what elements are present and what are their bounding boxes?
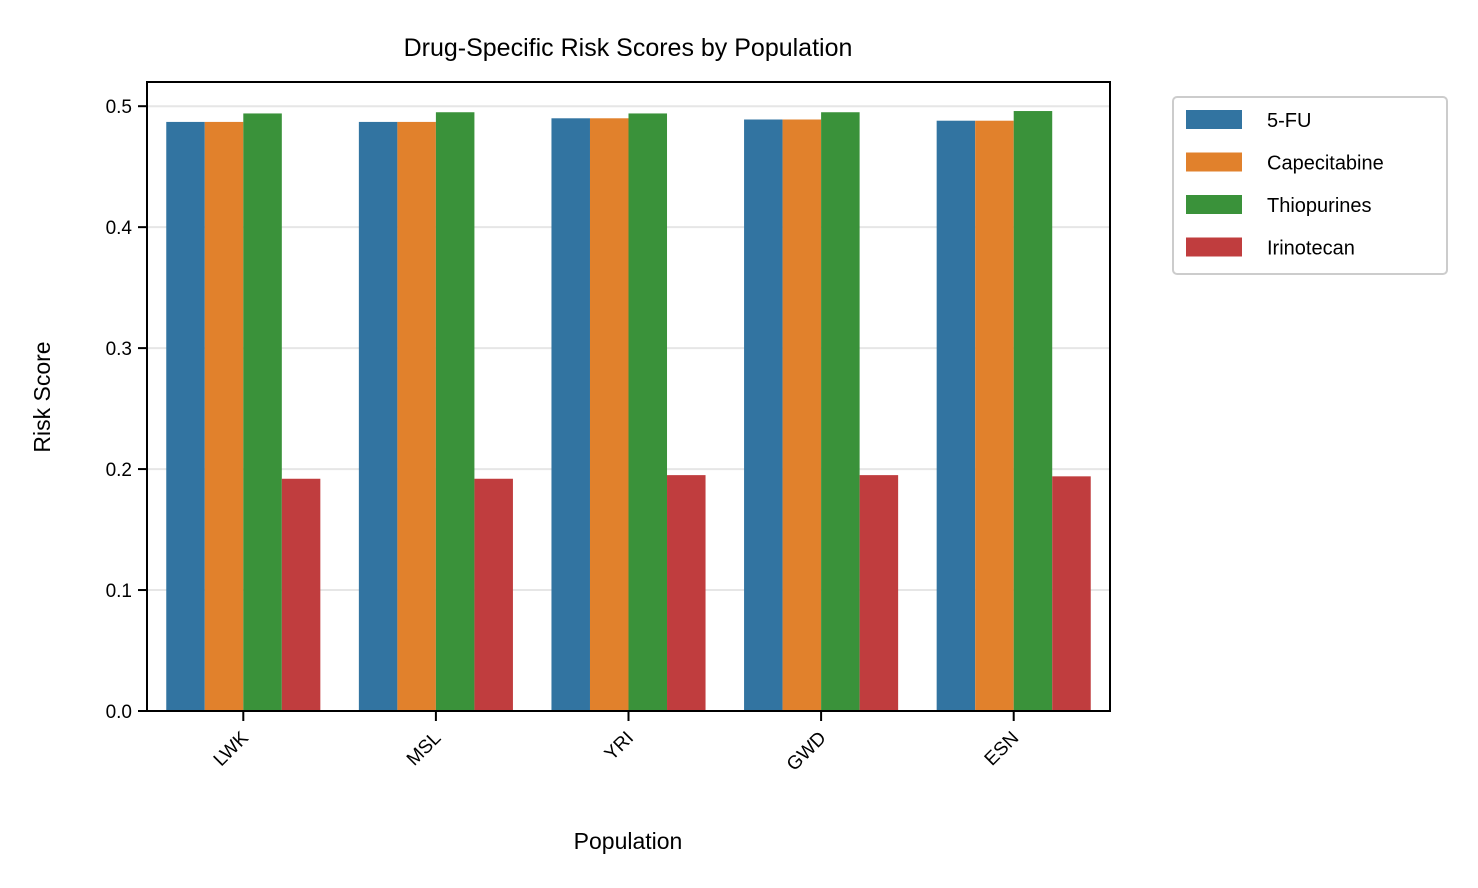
bar-esn-irinotecan [1052, 476, 1091, 711]
bar-lwk-5-fu [166, 121, 205, 712]
bar-yri-capecitabine [589, 118, 629, 712]
bar-lwk-thiopurines [243, 113, 282, 711]
y-axis-label: Risk Score [29, 341, 55, 452]
y-tick-label: 0.1 [106, 581, 132, 602]
chart-title: Drug-Specific Risk Scores by Population [404, 34, 853, 62]
bar-gwd-irinotecan [859, 475, 899, 711]
y-tick-label: 0.5 [106, 97, 132, 118]
legend-label: Capecitabine [1267, 153, 1384, 175]
x-tick-label: LWK [210, 727, 253, 770]
y-tick-label: 0.4 [106, 218, 133, 239]
bar-msl-irinotecan [474, 478, 513, 711]
x-tick-label: YRI [601, 728, 638, 765]
x-axis: LWK MSL YRI GWD ESN [210, 711, 1023, 775]
bars [166, 111, 1091, 712]
bar-msl-capecitabine [397, 121, 436, 712]
legend: 5-FU Capecitabine Thiopurines Irinotecan [1172, 96, 1448, 275]
bar-msl-5-fu [358, 121, 398, 712]
bar-esn-thiopurines [1013, 111, 1053, 712]
legend-swatch [1186, 195, 1242, 214]
bar-yri-thiopurines [628, 113, 668, 711]
y-tick-label: 0.2 [106, 460, 132, 481]
legend-frame [1172, 96, 1448, 275]
bar-yri-5-fu [551, 118, 590, 712]
x-tick-label: GWD [783, 728, 831, 776]
legend-label: Thiopurines [1267, 195, 1372, 217]
bar-msl-thiopurines [435, 112, 475, 712]
bar-lwk-irinotecan [281, 478, 321, 711]
x-tick-label: ESN [981, 728, 1023, 770]
legend-swatch [1186, 237, 1242, 257]
bar-gwd-thiopurines [821, 112, 860, 712]
bar-gwd-5-fu [744, 119, 783, 712]
bar-esn-5-fu [936, 120, 976, 711]
x-tick-label: MSL [403, 728, 445, 770]
y-axis: 0.0 0.1 0.2 0.3 0.4 0.5 [106, 97, 147, 723]
bar-yri-irinotecan [667, 475, 706, 711]
legend-swatch [1186, 152, 1242, 172]
y-tick-label: 0.0 [106, 702, 132, 723]
legend-swatch [1186, 110, 1242, 129]
x-axis-label: Population [574, 828, 683, 854]
bar-lwk-capecitabine [204, 121, 244, 712]
y-tick-label: 0.3 [106, 339, 132, 360]
legend-label: Irinotecan [1267, 238, 1355, 260]
legend-label: 5-FU [1267, 110, 1311, 132]
bar-esn-capecitabine [975, 120, 1014, 711]
bar-gwd-capecitabine [782, 119, 822, 712]
